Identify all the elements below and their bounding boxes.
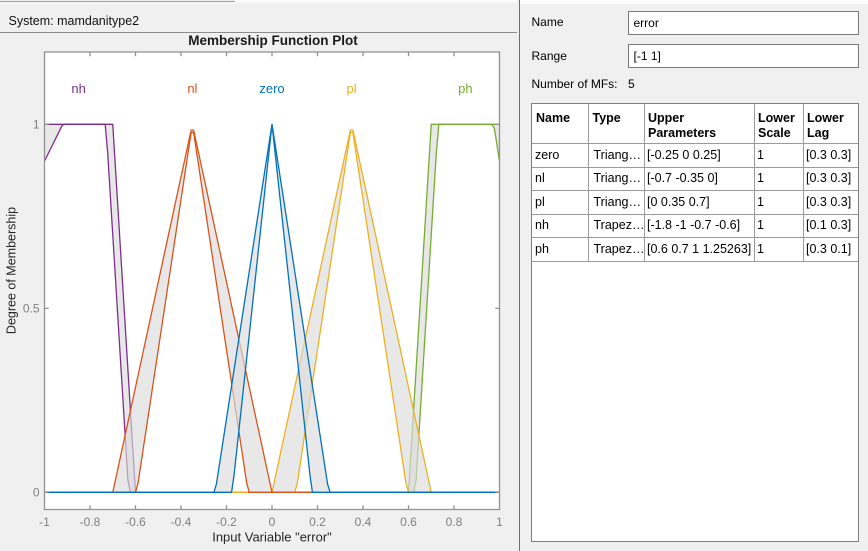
svg-text:0.6: 0.6 [400, 515, 417, 529]
svg-text:0.2: 0.2 [309, 515, 326, 529]
svg-text:nh: nh [71, 81, 85, 96]
svg-text:ph: ph [458, 81, 472, 96]
svg-text:0.5: 0.5 [23, 302, 40, 316]
svg-text:0.4: 0.4 [355, 515, 372, 529]
svg-text:1: 1 [33, 118, 40, 132]
svg-text:-0.6: -0.6 [125, 515, 146, 529]
svg-text:1: 1 [496, 515, 503, 529]
svg-text:pl: pl [347, 81, 357, 96]
svg-text:Degree of Membership: Degree of Membership [5, 207, 19, 334]
svg-text:-0.2: -0.2 [216, 515, 237, 529]
svg-text:0: 0 [269, 515, 276, 529]
svg-text:Membership Function Plot: Membership Function Plot [188, 33, 358, 48]
svg-text:-1: -1 [39, 515, 50, 529]
svg-text:Input Variable "error": Input Variable "error" [212, 530, 332, 545]
svg-text:0: 0 [33, 486, 40, 500]
svg-text:-0.8: -0.8 [80, 515, 101, 529]
svg-text:zero: zero [259, 81, 284, 96]
svg-text:0.8: 0.8 [446, 515, 463, 529]
svg-text:nl: nl [187, 81, 197, 96]
svg-text:-0.4: -0.4 [171, 515, 192, 529]
